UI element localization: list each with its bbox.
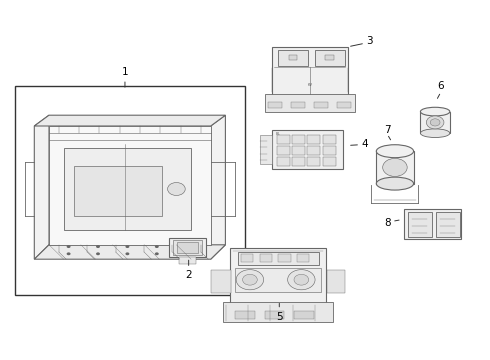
Bar [177,242,198,253]
Bar [327,270,345,293]
Ellipse shape [376,145,414,158]
Bar [277,157,290,166]
Circle shape [168,183,185,195]
Bar [436,212,460,237]
Bar [64,148,191,230]
Text: 8: 8 [384,218,391,228]
Bar [292,146,305,155]
Circle shape [155,252,159,255]
Bar [278,50,308,66]
Bar [211,270,231,293]
Text: 5: 5 [276,312,283,322]
Circle shape [96,252,100,255]
Bar [74,166,162,216]
Polygon shape [34,245,225,259]
Bar [235,311,255,319]
Bar [179,257,196,264]
Bar [323,146,336,155]
Bar [404,209,461,239]
Circle shape [430,119,440,126]
Bar [260,254,272,262]
Bar [230,248,326,304]
Bar [265,311,284,319]
Bar [15,86,245,295]
Circle shape [125,252,129,255]
Circle shape [155,245,159,248]
Bar [408,212,432,237]
Text: 7: 7 [384,125,391,135]
Bar [260,135,272,164]
Bar [278,254,291,262]
Circle shape [125,245,129,248]
Bar [238,252,318,265]
Polygon shape [34,115,49,259]
Bar [265,94,355,112]
Bar [268,102,282,108]
Bar [241,254,253,262]
Text: 6: 6 [438,81,444,91]
Polygon shape [211,115,225,259]
Bar [294,311,314,319]
Text: BL: BL [276,132,281,136]
Bar [323,135,336,144]
Bar [272,130,343,169]
Bar [173,240,202,255]
Ellipse shape [376,177,414,190]
Bar [292,157,305,166]
Ellipse shape [420,107,450,116]
Circle shape [236,270,264,290]
Bar [169,238,206,257]
Bar [277,135,290,144]
Ellipse shape [420,129,450,138]
Circle shape [67,245,71,248]
Circle shape [288,270,315,290]
Bar [235,268,321,292]
Circle shape [426,116,444,129]
Circle shape [67,252,71,255]
Bar [223,302,333,322]
Polygon shape [34,115,225,126]
Bar [277,146,290,155]
Circle shape [243,274,257,285]
Circle shape [184,245,188,248]
Bar [308,135,320,144]
Text: 2: 2 [185,270,192,280]
Bar [272,47,348,95]
Bar [308,157,320,166]
Bar [420,112,450,133]
Bar [314,102,328,108]
Text: 4: 4 [362,139,368,149]
Text: KV: KV [307,83,313,87]
Circle shape [96,245,100,248]
Bar [337,102,351,108]
Bar [289,55,297,60]
Circle shape [184,252,188,255]
Bar [323,157,336,166]
Polygon shape [49,126,211,245]
Bar [292,135,305,144]
Circle shape [383,158,407,176]
Bar [297,254,309,262]
Text: 3: 3 [367,36,373,46]
Bar [291,102,305,108]
Circle shape [294,274,309,285]
Bar [315,50,345,66]
Bar [325,55,334,60]
Text: 1: 1 [122,67,128,77]
Bar [308,146,320,155]
Bar [376,151,414,184]
